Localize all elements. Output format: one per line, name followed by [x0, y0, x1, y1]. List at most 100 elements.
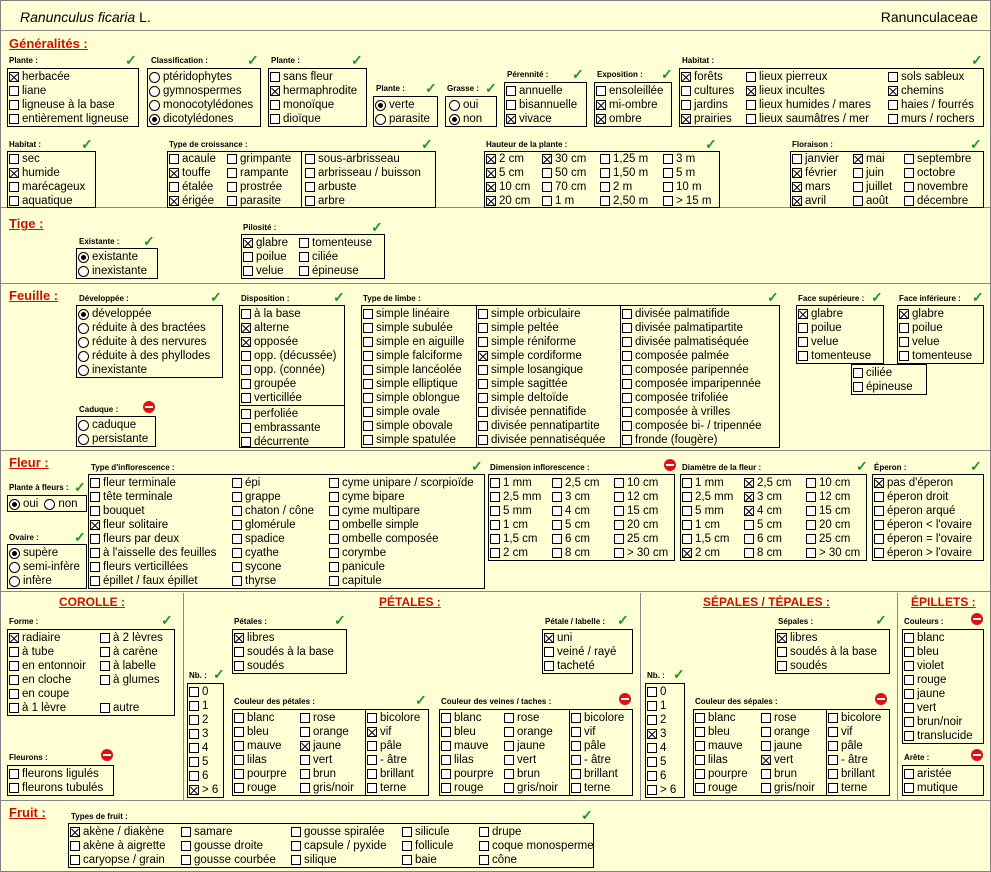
option-couleur_v_c1-pourpre[interactable]: pourpre — [441, 767, 494, 781]
radio-button[interactable] — [449, 99, 460, 111]
option-crois_c3-arbuste[interactable]: arbuste — [305, 180, 421, 194]
checkbox[interactable] — [904, 661, 914, 671]
checkbox[interactable] — [478, 421, 488, 431]
option-fruit_c4-silicule[interactable]: silicule — [402, 825, 453, 839]
checkbox[interactable] — [504, 713, 514, 723]
checkbox[interactable] — [189, 715, 199, 725]
option-nb2-6[interactable]: > 6 — [647, 783, 676, 797]
option-crois_c3-sous-arbrisseau[interactable]: sous-arbrisseau — [305, 152, 421, 166]
radio-button[interactable] — [78, 265, 89, 277]
checkbox[interactable] — [490, 534, 500, 544]
option-couleur_p_c1-mauve[interactable]: mauve — [234, 739, 287, 753]
option-fruit_c2-samare[interactable]: samare — [181, 825, 276, 839]
checkbox[interactable] — [681, 114, 691, 124]
option-couleur_v_c1-mauve[interactable]: mauve — [441, 739, 494, 753]
checkbox[interactable] — [806, 548, 816, 558]
checkbox[interactable] — [544, 647, 554, 657]
option-limbe_c1-simple-en-aiguille[interactable]: simple en aiguille — [363, 335, 464, 349]
checkbox[interactable] — [663, 168, 673, 178]
checkbox[interactable] — [181, 827, 191, 837]
checkbox[interactable] — [806, 506, 816, 516]
option-developpee-reduite-a-des-phyllodes[interactable]: réduite à des phyllodes — [78, 349, 210, 363]
option-plante3-verte[interactable]: verte — [375, 98, 430, 112]
option-couleur_s_c1-rouge[interactable]: rouge — [695, 781, 748, 795]
option-haut_c2-70-cm[interactable]: 70 cm — [542, 180, 586, 194]
checkbox[interactable] — [695, 727, 705, 737]
option-petales-soudes-a-la-base[interactable]: soudés à la base — [234, 645, 334, 659]
option-nb2-2[interactable]: 2 — [647, 713, 676, 727]
checkbox[interactable] — [904, 689, 914, 699]
checkbox[interactable] — [744, 520, 754, 530]
option-limbe_c2-divisee-pennatipartite[interactable]: divisée pennatipartite — [478, 419, 605, 433]
option-inflo_c1-fleur-solitaire[interactable]: fleur solitaire — [90, 518, 216, 532]
option-couleur_p_c2-jaune[interactable]: jaune — [300, 739, 354, 753]
checkbox[interactable] — [622, 407, 632, 417]
checkbox[interactable] — [441, 727, 451, 737]
checkbox[interactable] — [479, 855, 489, 865]
option-inflo_c3-ombelle-composee[interactable]: ombelle composée — [329, 532, 474, 546]
checkbox[interactable] — [744, 548, 754, 558]
option-couleur_p_c1-lilas[interactable]: lilas — [234, 753, 287, 767]
option-fruit_c5-coque-monosperme[interactable]: coque monosperme — [479, 839, 594, 853]
checkbox[interactable] — [622, 393, 632, 403]
option-perennite-bisannuelle[interactable]: bisannuelle — [506, 98, 577, 112]
checkbox[interactable] — [363, 421, 373, 431]
option-disposition-alterne[interactable]: alterne — [241, 321, 336, 335]
option-face_inf-poilue[interactable]: poilue — [899, 321, 972, 335]
checkbox[interactable] — [241, 379, 251, 389]
checkbox[interactable] — [806, 492, 816, 502]
checkbox[interactable] — [478, 337, 488, 347]
option-habitat_c3-haies-fourres[interactable]: haies / fourrés — [888, 98, 975, 112]
option-pilo_c2-ciliee[interactable]: ciliée — [299, 250, 372, 264]
checkbox[interactable] — [853, 154, 863, 164]
option-plante2-hermaphrodite[interactable]: hermaphrodite — [270, 84, 357, 98]
option-classification-pteridophytes[interactable]: ptéridophytes — [149, 70, 253, 84]
option-sepales-soudes-a-la-base[interactable]: soudés à la base — [777, 645, 877, 659]
checkbox[interactable] — [9, 182, 19, 192]
option-couleur_v_c3-terne[interactable]: terne — [571, 781, 624, 795]
checkbox[interactable] — [647, 729, 657, 739]
checkbox[interactable] — [792, 196, 802, 206]
option-haut_c3-2-m[interactable]: 2 m — [600, 180, 648, 194]
option-perennite-vivace[interactable]: vivace — [506, 112, 577, 126]
option-limbe_c1-simple-elliptique[interactable]: simple elliptique — [363, 377, 464, 391]
option-fruit_c1-caryopse-grain[interactable]: caryopse / grain — [70, 853, 165, 867]
checkbox[interactable] — [363, 337, 373, 347]
checkbox[interactable] — [798, 323, 808, 333]
checkbox[interactable] — [746, 114, 756, 124]
option-couleur_v_c2-gris-noir[interactable]: gris/noir — [504, 781, 558, 795]
option-plante2-monoique[interactable]: monoïque — [270, 98, 357, 112]
checkbox[interactable] — [232, 520, 242, 530]
option-crois_c2-rampante[interactable]: rampante — [227, 166, 291, 180]
option-dia_c2-5-cm[interactable]: 5 cm — [744, 518, 792, 532]
checkbox[interactable] — [241, 365, 251, 375]
checkbox[interactable] — [189, 729, 199, 739]
option-inflo_c1-fleur-terminale[interactable]: fleur terminale — [90, 476, 216, 490]
checkbox[interactable] — [622, 365, 632, 375]
option-flor_c1-avril[interactable]: avril — [792, 194, 839, 208]
option-habitat2-marecageux[interactable]: marécageux — [9, 180, 85, 194]
checkbox[interactable] — [647, 701, 657, 711]
option-couleur_v_c3-pale[interactable]: pâle — [571, 739, 624, 753]
checkbox[interactable] — [600, 196, 610, 206]
checkbox[interactable] — [234, 727, 244, 737]
checkbox[interactable] — [806, 520, 816, 530]
option-limbe_c2-simple-reniforme[interactable]: simple réniforme — [478, 335, 605, 349]
option-dia_c2-6-cm[interactable]: 6 cm — [744, 532, 792, 546]
checkbox[interactable] — [490, 506, 500, 516]
checkbox[interactable] — [682, 534, 692, 544]
option-haut_c4-3-m[interactable]: 3 m — [663, 152, 711, 166]
checkbox[interactable] — [243, 252, 253, 262]
option-fleurons-fleurons-ligules[interactable]: fleurons ligulés — [9, 767, 103, 781]
option-disposition-a-la-base[interactable]: à la base — [241, 307, 336, 321]
option-dia_c2-4-cm[interactable]: 4 cm — [744, 504, 792, 518]
option-flor_c2-juillet[interactable]: juillet — [853, 180, 892, 194]
checkbox[interactable] — [291, 827, 301, 837]
option-habitat_c3-murs-rochers[interactable]: murs / rochers — [888, 112, 975, 126]
option-flor_c3-septembre[interactable]: septembre — [904, 152, 971, 166]
option-couleur_v_c2-rose[interactable]: rose — [504, 711, 558, 725]
option-arete-aristee[interactable]: aristée — [904, 767, 958, 781]
option-inflo_c1-a-l-aisselle-des-feuilles[interactable]: à l'aisselle des feuilles — [90, 546, 216, 560]
checkbox[interactable] — [478, 393, 488, 403]
checkbox[interactable] — [600, 168, 610, 178]
